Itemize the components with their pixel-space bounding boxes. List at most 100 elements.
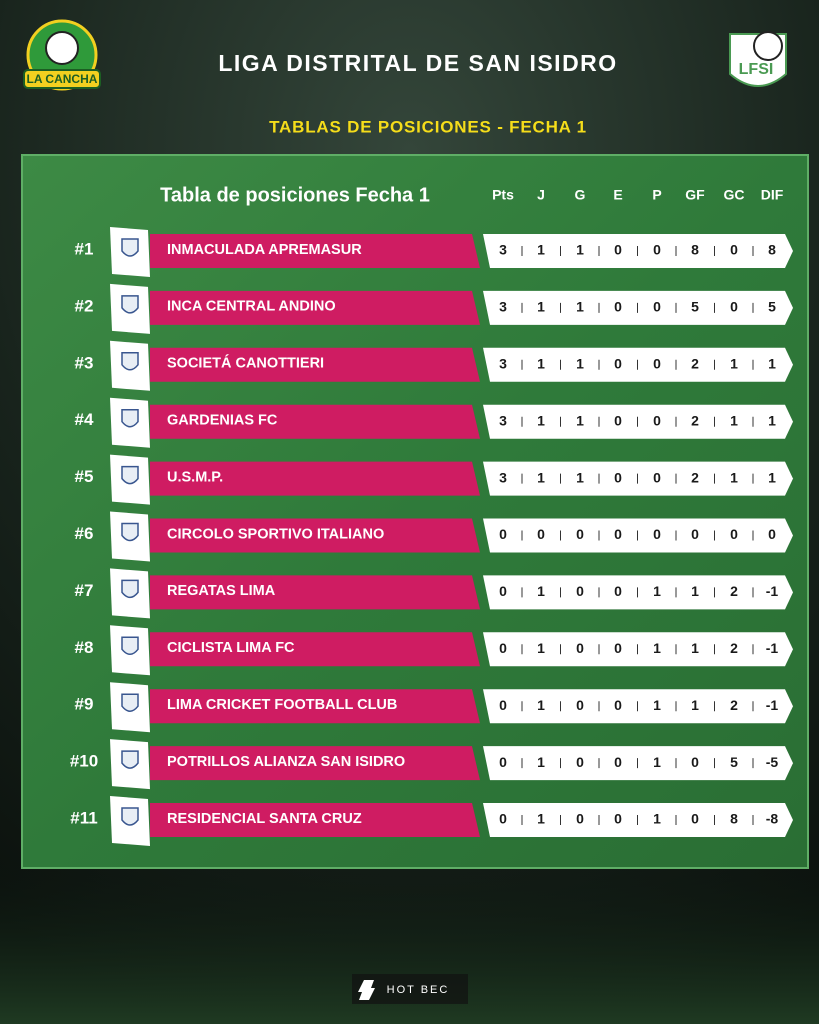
stat-value: 1 bbox=[653, 640, 661, 656]
stat-value: 1 bbox=[537, 412, 545, 428]
stat-value: 0 bbox=[653, 412, 661, 428]
stat-value: 1 bbox=[537, 811, 545, 827]
stat-value: 0 bbox=[768, 526, 776, 542]
stat-value: 1 bbox=[653, 811, 661, 827]
team-bar bbox=[150, 518, 480, 553]
stat-value: 1 bbox=[537, 356, 545, 372]
stat-value: -5 bbox=[766, 754, 779, 770]
stat-value: 1 bbox=[576, 242, 584, 258]
stat-value: 0 bbox=[653, 356, 661, 372]
stat-value: 1 bbox=[576, 469, 584, 485]
stat-value: 1 bbox=[768, 356, 776, 372]
stat-value: 1 bbox=[537, 640, 545, 656]
stat-value: 0 bbox=[499, 640, 507, 656]
stat-value: 2 bbox=[730, 640, 738, 656]
stat-value: 1 bbox=[768, 412, 776, 428]
stat-value: 0 bbox=[653, 299, 661, 315]
table-row: #6 CIRCOLO SPORTIVO ITALIANO 0 0 0 0 0 0 0 0 bbox=[75, 511, 793, 562]
stat-value: 0 bbox=[614, 754, 622, 770]
table-row: #3 SOCIETÁ CANOTTIERI 3 1 1 0 0 2 1 1 bbox=[75, 340, 793, 391]
stat-value: 0 bbox=[537, 526, 545, 542]
title: LIGA DISTRITAL DE SAN ISIDRO bbox=[218, 50, 617, 76]
stat-value: 3 bbox=[499, 242, 507, 258]
team-logo bbox=[121, 693, 139, 712]
table-row: #9 LIMA CRICKET FOOTBALL CLUB 0 1 0 0 1 1 2 -1 bbox=[75, 682, 793, 733]
stat-value: 1 bbox=[730, 469, 738, 485]
team-name: CIRCOLO SPORTIVO ITALIANO bbox=[167, 526, 384, 542]
team-name: CICLISTA LIMA FC bbox=[167, 640, 295, 656]
team-logo bbox=[121, 579, 139, 599]
team-name: REGATAS LIMA bbox=[167, 583, 276, 599]
stat-value: 1 bbox=[653, 583, 661, 599]
stat-value: 8 bbox=[691, 242, 699, 258]
table-row: #7 REGATAS LIMA 0 1 0 0 1 1 2 -1 bbox=[75, 568, 793, 619]
subtitle: TABLAS DE POSICIONES - FECHA 1 bbox=[269, 117, 587, 136]
team-bar bbox=[150, 404, 480, 439]
stat-value: 5 bbox=[730, 754, 738, 770]
column-header: DIF bbox=[761, 187, 784, 203]
stat-value: 0 bbox=[499, 697, 507, 713]
table-row: #10 POTRILLOS ALIANZA SAN ISIDRO 0 1 0 0 1 0 5 -5 bbox=[70, 739, 793, 790]
stat-value: 0 bbox=[653, 469, 661, 485]
footer-text: HOT BEC bbox=[387, 984, 450, 996]
rank: #10 bbox=[70, 752, 98, 771]
stat-value: 1 bbox=[691, 640, 699, 656]
stat-value: 0 bbox=[614, 640, 622, 656]
table-row: #11 RESIDENCIAL SANTA CRUZ 0 1 0 0 1 0 8 -8 bbox=[70, 796, 793, 846]
stat-value: 0 bbox=[576, 583, 584, 599]
stat-value: 2 bbox=[730, 583, 738, 599]
stat-value: 1 bbox=[691, 697, 699, 713]
stat-value: 3 bbox=[499, 412, 507, 428]
stat-value: 0 bbox=[499, 754, 507, 770]
stat-value: 0 bbox=[576, 526, 584, 542]
footer-brand: HOT BEC bbox=[352, 974, 468, 1004]
table-row: #5 U.S.M.P. 3 1 1 0 0 2 1 1 bbox=[75, 454, 793, 505]
team-bar bbox=[150, 689, 480, 724]
rank: #8 bbox=[75, 638, 94, 657]
column-header: E bbox=[613, 187, 622, 203]
rank: #1 bbox=[75, 239, 94, 258]
stat-value: 0 bbox=[730, 242, 738, 258]
team-logo bbox=[121, 408, 139, 428]
column-header: P bbox=[652, 187, 661, 203]
team-logo bbox=[121, 807, 139, 826]
stat-value: 0 bbox=[614, 583, 622, 599]
stat-value: 0 bbox=[691, 811, 699, 827]
stat-value: 3 bbox=[499, 299, 507, 315]
stat-value: 0 bbox=[614, 242, 622, 258]
stat-value: 0 bbox=[653, 526, 661, 542]
stat-value: 1 bbox=[576, 299, 584, 315]
team-bar bbox=[150, 290, 480, 325]
table-row: #4 GARDENIAS FC 3 1 1 0 0 2 1 1 bbox=[75, 397, 793, 448]
team-logo bbox=[121, 238, 139, 257]
stat-value: 1 bbox=[653, 754, 661, 770]
stat-value: 1 bbox=[537, 299, 545, 315]
team-name: U.S.M.P. bbox=[167, 469, 223, 485]
rank: #2 bbox=[75, 296, 94, 315]
table-row: #8 CICLISTA LIMA FC 0 1 0 0 1 1 2 -1 bbox=[75, 625, 793, 676]
left-logo-text: LA CANCHA bbox=[27, 72, 98, 86]
table-row: #1 INMACULADA APREMASUR 3 1 1 0 0 8 0 8 bbox=[75, 227, 793, 277]
stat-value: 8 bbox=[768, 242, 776, 258]
stat-value: 0 bbox=[576, 754, 584, 770]
stat-value: 0 bbox=[499, 583, 507, 599]
stat-value: 0 bbox=[614, 811, 622, 827]
column-header: G bbox=[575, 187, 586, 203]
team-name: RESIDENCIAL SANTA CRUZ bbox=[167, 811, 362, 827]
team-logo bbox=[121, 352, 139, 371]
stat-value: 2 bbox=[691, 412, 699, 428]
stat-value: 1 bbox=[537, 583, 545, 599]
stat-value: 0 bbox=[614, 469, 622, 485]
rank: #7 bbox=[75, 581, 94, 600]
stat-value: 2 bbox=[691, 469, 699, 485]
column-header: GC bbox=[724, 187, 745, 203]
stat-value: 0 bbox=[576, 811, 584, 827]
stat-value: 1 bbox=[537, 754, 545, 770]
rank: #5 bbox=[75, 467, 94, 486]
column-header: GF bbox=[685, 187, 705, 203]
rank: #3 bbox=[75, 353, 94, 372]
stat-value: 2 bbox=[730, 697, 738, 713]
stat-value: 0 bbox=[614, 412, 622, 428]
stat-value: 0 bbox=[576, 640, 584, 656]
